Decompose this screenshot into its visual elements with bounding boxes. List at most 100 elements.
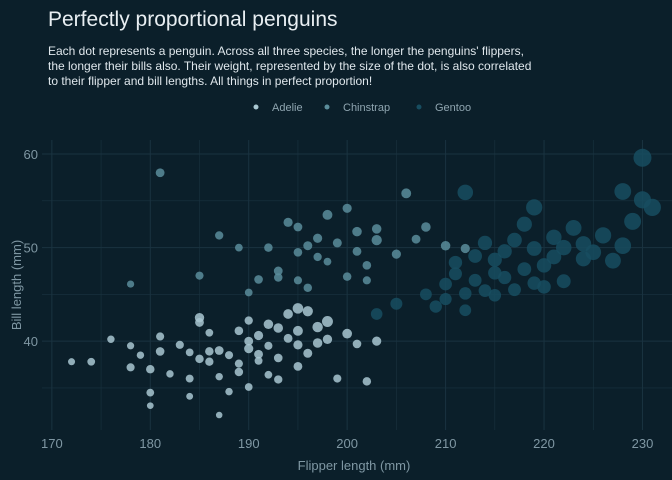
point-gentoo bbox=[508, 283, 521, 297]
legend-key-adelie bbox=[253, 104, 259, 110]
point-gentoo bbox=[459, 304, 472, 317]
point-adelie bbox=[225, 387, 233, 396]
point-gentoo bbox=[478, 284, 492, 297]
point-gentoo bbox=[604, 252, 621, 269]
point-chinstrap bbox=[283, 217, 293, 227]
chart-subtitle: Each dot represents a penguin. Across al… bbox=[48, 44, 608, 89]
subtitle-line-3: to their flipper and bill lengths. All t… bbox=[48, 74, 373, 88]
point-chinstrap bbox=[460, 243, 470, 254]
legend-key-gentoo bbox=[416, 104, 422, 110]
point-gentoo bbox=[468, 273, 482, 287]
point-adelie bbox=[283, 309, 293, 319]
legend-label-gentoo: Gentoo bbox=[435, 102, 471, 114]
point-chinstrap bbox=[293, 222, 303, 232]
point-adelie bbox=[107, 335, 115, 343]
point-adelie bbox=[186, 392, 194, 400]
point-chinstrap bbox=[273, 266, 283, 276]
point-adelie bbox=[264, 341, 273, 350]
point-gentoo bbox=[488, 266, 502, 280]
point-adelie bbox=[68, 358, 76, 366]
legend-key-chinstrap bbox=[324, 104, 330, 110]
point-gentoo bbox=[555, 239, 572, 256]
point-chinstrap bbox=[362, 276, 371, 285]
point-adelie bbox=[273, 353, 283, 363]
point-adelie bbox=[254, 356, 263, 365]
point-gentoo bbox=[390, 297, 403, 310]
y-tick-label: 60 bbox=[24, 147, 38, 162]
point-chinstrap bbox=[342, 203, 352, 213]
point-adelie bbox=[312, 338, 323, 348]
point-chinstrap bbox=[352, 226, 362, 237]
point-adelie bbox=[136, 351, 145, 359]
point-chinstrap bbox=[342, 272, 352, 281]
point-adelie bbox=[263, 319, 274, 330]
point-gentoo bbox=[497, 244, 512, 259]
point-adelie bbox=[333, 374, 342, 383]
point-gentoo bbox=[594, 227, 612, 244]
point-chinstrap bbox=[264, 243, 273, 252]
point-adelie bbox=[87, 357, 96, 366]
point-adelie bbox=[234, 367, 244, 377]
point-chinstrap bbox=[293, 276, 302, 285]
point-adelie bbox=[253, 330, 264, 341]
data-points bbox=[68, 148, 661, 419]
point-adelie bbox=[244, 316, 253, 325]
point-chinstrap bbox=[234, 243, 243, 252]
point-adelie bbox=[264, 370, 273, 379]
point-chinstrap bbox=[371, 224, 382, 234]
point-adelie bbox=[254, 349, 263, 359]
point-adelie bbox=[321, 316, 333, 327]
point-adelie bbox=[185, 348, 194, 357]
y-tick-label: 50 bbox=[24, 241, 38, 256]
point-adelie bbox=[342, 328, 353, 339]
subtitle-line-2: the longer their bills also. Their weigh… bbox=[48, 59, 532, 73]
point-gentoo bbox=[439, 277, 452, 291]
legend-label-chinstrap: Chinstrap bbox=[343, 102, 390, 114]
point-adelie bbox=[372, 336, 382, 346]
point-gentoo bbox=[517, 262, 532, 276]
point-adelie bbox=[146, 402, 154, 410]
point-chinstrap bbox=[215, 231, 224, 240]
point-adelie bbox=[126, 342, 135, 350]
chart-title: Perfectly proportional penguins bbox=[48, 8, 338, 31]
point-adelie bbox=[273, 323, 284, 333]
point-adelie bbox=[194, 313, 205, 323]
point-gentoo bbox=[546, 249, 562, 265]
point-gentoo bbox=[526, 241, 542, 256]
point-adelie bbox=[155, 347, 165, 356]
point-adelie bbox=[215, 411, 223, 419]
x-axis-title: Flipper length (mm) bbox=[298, 458, 411, 473]
point-chinstrap bbox=[440, 240, 451, 251]
x-tick-label: 230 bbox=[632, 436, 654, 451]
point-adelie bbox=[205, 328, 214, 337]
point-adelie bbox=[292, 325, 303, 336]
point-chinstrap bbox=[332, 238, 342, 248]
point-adelie bbox=[292, 303, 304, 314]
point-gentoo bbox=[448, 267, 462, 281]
x-tick-label: 200 bbox=[336, 436, 358, 451]
point-chinstrap bbox=[155, 168, 165, 178]
point-adelie bbox=[166, 370, 174, 378]
point-adelie bbox=[244, 336, 254, 346]
point-gentoo bbox=[556, 274, 571, 289]
point-chinstrap bbox=[126, 280, 135, 288]
point-gentoo bbox=[537, 280, 551, 294]
point-adelie bbox=[185, 374, 194, 383]
point-gentoo bbox=[498, 270, 512, 285]
point-adelie bbox=[175, 340, 184, 349]
point-adelie bbox=[215, 372, 223, 381]
point-adelie bbox=[293, 340, 303, 350]
point-chinstrap bbox=[411, 234, 421, 244]
point-adelie bbox=[244, 344, 254, 354]
point-chinstrap bbox=[303, 241, 313, 251]
legend: Adelie Chinstrap Gentoo bbox=[253, 102, 471, 114]
grid-lines bbox=[42, 140, 672, 430]
point-adelie bbox=[205, 347, 214, 356]
point-gentoo bbox=[419, 288, 432, 301]
point-adelie bbox=[156, 332, 165, 341]
point-chinstrap bbox=[293, 247, 303, 257]
point-gentoo bbox=[546, 229, 562, 245]
point-chinstrap bbox=[391, 249, 401, 259]
x-tick-label: 180 bbox=[139, 436, 161, 451]
point-adelie bbox=[352, 339, 362, 349]
